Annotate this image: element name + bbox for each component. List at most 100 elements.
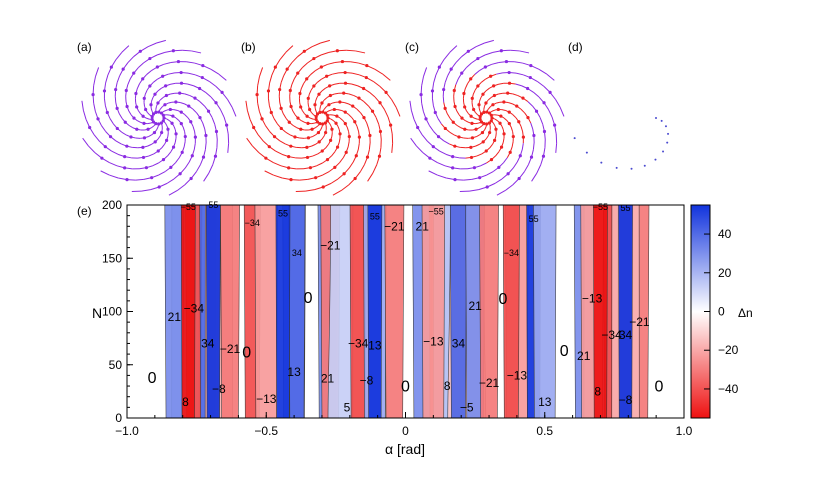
spiral-arrowhead <box>289 144 293 148</box>
spiral-arrowhead <box>125 144 129 148</box>
spiral-arrowhead <box>485 185 489 189</box>
spiral-arrowhead <box>491 103 495 107</box>
spiral-segment <box>363 101 369 107</box>
region-label: 8 <box>594 384 601 398</box>
spiral-segment <box>208 164 214 174</box>
spiral-arrowhead <box>123 120 127 124</box>
region-label: 21 <box>416 219 430 233</box>
spiral-arrowhead <box>320 149 324 153</box>
spiral-segment <box>485 87 490 92</box>
spiral-segment <box>227 143 230 153</box>
spiral-segment <box>511 141 514 148</box>
spiral-arrowhead <box>528 75 532 80</box>
spiral-arrowhead <box>187 104 191 108</box>
spiral-segment <box>437 174 447 179</box>
spiral-segment <box>93 134 100 142</box>
spiral-segment <box>489 143 494 149</box>
spiral-segment <box>507 102 513 105</box>
spiral-arrowhead <box>340 59 345 64</box>
spiral-arrowhead <box>484 101 488 105</box>
spiral-arrowhead <box>483 65 487 69</box>
spiral-segment <box>199 101 205 107</box>
spiral-segment <box>291 78 295 85</box>
spiral-segment <box>456 124 462 129</box>
spiral-segment <box>515 83 522 87</box>
spiral-segment <box>173 109 178 111</box>
spiral-arrowhead <box>542 101 546 105</box>
spiral-segment <box>279 51 287 60</box>
spiral-segment <box>357 143 360 150</box>
spiral-segment <box>510 127 514 132</box>
spiral-arrowhead <box>357 135 361 139</box>
spiral-arrowhead <box>299 127 303 131</box>
spiral-arrowhead <box>469 114 473 118</box>
spiral-segment <box>291 56 298 64</box>
spiral-segment <box>356 126 360 132</box>
spiral-arrowhead <box>492 84 496 88</box>
spiral-arrowhead <box>164 84 168 88</box>
panel-label-a: (a) <box>77 40 92 54</box>
spiral-arrowhead <box>321 122 325 126</box>
spiral-segment <box>246 137 253 147</box>
spiral-arrowhead <box>469 77 473 81</box>
spiral-segment <box>474 112 478 116</box>
spiral-arrowhead <box>442 87 446 92</box>
spiral-segment <box>136 120 141 123</box>
spiral-arrowhead <box>299 105 303 109</box>
spiral-arrowhead <box>553 123 557 127</box>
spiral-arrowhead <box>314 114 318 119</box>
spiral-arrowhead <box>171 49 175 53</box>
spiral-arrowhead <box>480 130 485 135</box>
spiral-arrowhead <box>201 63 205 68</box>
spiral-arrowhead <box>460 71 464 75</box>
spiral-segment <box>346 49 356 52</box>
spiral-segment <box>323 97 328 101</box>
spiral-arrowhead <box>166 127 170 131</box>
spiral-arrowhead <box>316 130 321 135</box>
spiral-segment <box>147 42 157 48</box>
spiral-segment <box>227 99 233 108</box>
panel-label-c: (c) <box>405 40 419 54</box>
lattice-dot <box>664 125 667 128</box>
spiral-arrowhead <box>159 121 164 125</box>
y-tick-label: 200 <box>102 198 122 212</box>
spiral-arrowhead <box>419 93 423 97</box>
spiral-arrowhead <box>338 100 342 104</box>
spiral-arrowhead <box>269 110 273 115</box>
spiral-arrowhead <box>347 134 351 139</box>
spiral-arrowhead <box>213 154 218 158</box>
spiral-segment <box>433 74 437 84</box>
spiral-arrowhead <box>506 91 510 95</box>
spiral-arrowhead <box>485 122 489 126</box>
spiral-segment <box>118 113 123 119</box>
spiral-segment <box>170 92 175 95</box>
spiral-arrowhead <box>335 114 339 118</box>
spiral-segment <box>503 117 508 121</box>
spiral-segment <box>269 74 273 84</box>
spiral-segment <box>369 91 376 98</box>
spiral-arrowhead <box>201 155 206 159</box>
band-8 <box>180 205 196 418</box>
spiral-arrowhead <box>189 176 193 181</box>
spiral-arrowhead <box>343 81 348 85</box>
spiral-arrowhead <box>108 135 113 139</box>
spiral-arrowhead <box>154 122 158 126</box>
region-label: 8 <box>182 395 189 409</box>
spiral-arrowhead <box>121 67 125 71</box>
y-tick-label: 100 <box>102 305 122 319</box>
spiral-segment <box>321 87 326 92</box>
spiral-segment <box>202 122 206 130</box>
spiral-segment <box>128 124 134 129</box>
spiral-arrowhead <box>482 122 486 126</box>
spiral-segment <box>264 170 274 176</box>
spiral-segment <box>158 171 166 176</box>
spiral-segment <box>82 137 89 147</box>
spiral-segment <box>320 51 330 56</box>
region-label: 0 <box>499 291 508 308</box>
spiral-arrowhead <box>323 111 328 115</box>
spiral-segment <box>520 108 526 114</box>
spiral-segment <box>539 117 544 125</box>
lattice-dot <box>666 141 669 144</box>
spiral-arrowhead <box>306 136 311 140</box>
